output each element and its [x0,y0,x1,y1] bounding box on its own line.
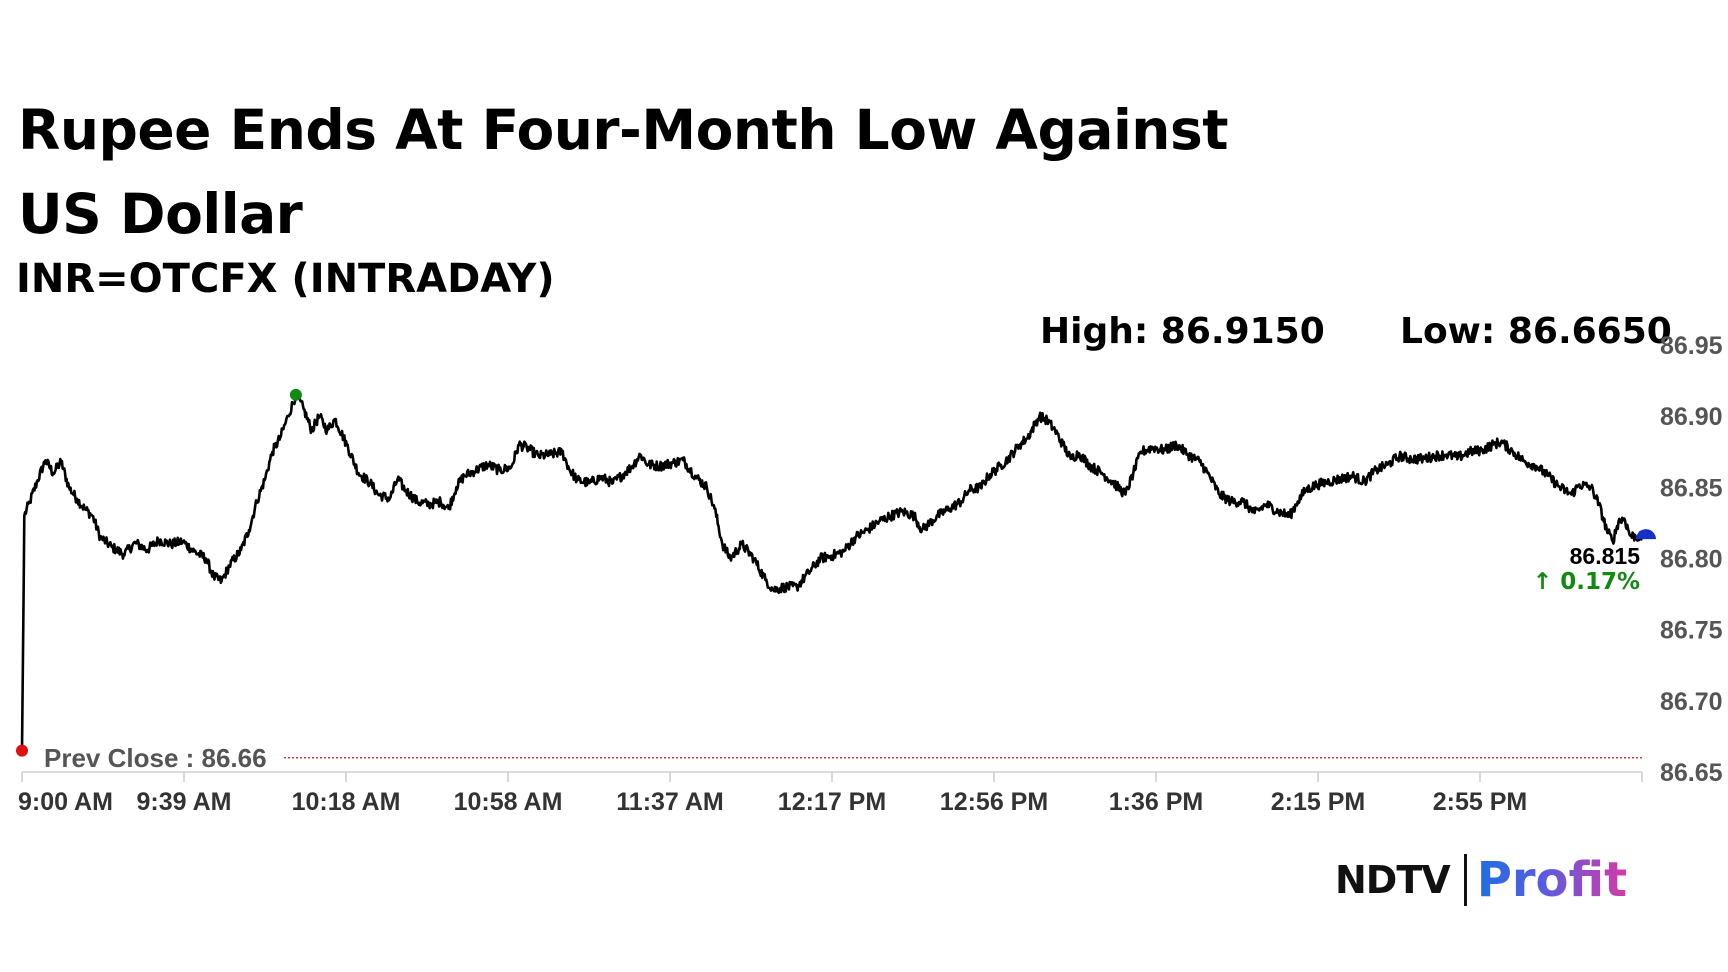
prev-close-label: Prev Close : 86.66 [44,743,267,773]
y-tick-label: 86.70 [1660,688,1723,716]
y-tick-label: 86.90 [1660,403,1723,431]
change-percent-label: ↑ 0.17% [1533,569,1640,595]
x-tick-label: 11:37 AM [616,788,723,816]
price-series-line [20,390,1644,751]
last-price-marker [1636,529,1656,540]
x-tick-label: 9:00 AM [18,788,113,816]
high-marker [289,388,302,401]
x-tick-label: 12:56 PM [940,788,1048,816]
x-tick-label: 2:55 PM [1433,788,1527,816]
logo-divider [1463,854,1467,906]
open-marker [16,744,28,757]
y-tick-label: 86.75 [1660,617,1723,645]
high-stat: High: 86.9150 [1040,311,1325,352]
x-tick-label: 10:18 AM [292,788,401,816]
logo-ndtv-wordmark: NDTV [1335,858,1451,902]
last-price-label: 86.815 [1570,543,1641,569]
low-stat: Low: 86.6650 [1400,311,1672,352]
x-tick-label: 12:17 PM [778,788,886,816]
chart-subtitle: INR=OTCFX (INTRADAY) [16,256,555,302]
y-tick-label: 86.85 [1660,474,1723,502]
ndtv-profit-logo: NDTV Profit [1335,850,1627,910]
chart-headline: Rupee Ends At Four-Month Low Against US … [18,98,1229,246]
y-tick-label: 86.80 [1660,546,1723,574]
y-axis-tick-labels: 86.65 86.70 86.75 86.80 86.85 86.90 86.95 [1660,332,1723,787]
logo-profit-wordmark: Profit [1476,852,1628,908]
x-tick-label: 10:58 AM [454,788,563,816]
y-tick-label: 86.95 [1660,332,1723,360]
x-tick-label: 9:39 AM [137,788,232,816]
x-axis-tick-labels: 9:00 AM 9:39 AM 10:18 AM 10:58 AM 11:37 AM 12… [18,772,1643,816]
x-tick-label: 1:36 PM [1109,788,1203,816]
x-tick-label: 2:15 PM [1271,788,1365,816]
y-tick-label: 86.65 [1660,759,1723,787]
